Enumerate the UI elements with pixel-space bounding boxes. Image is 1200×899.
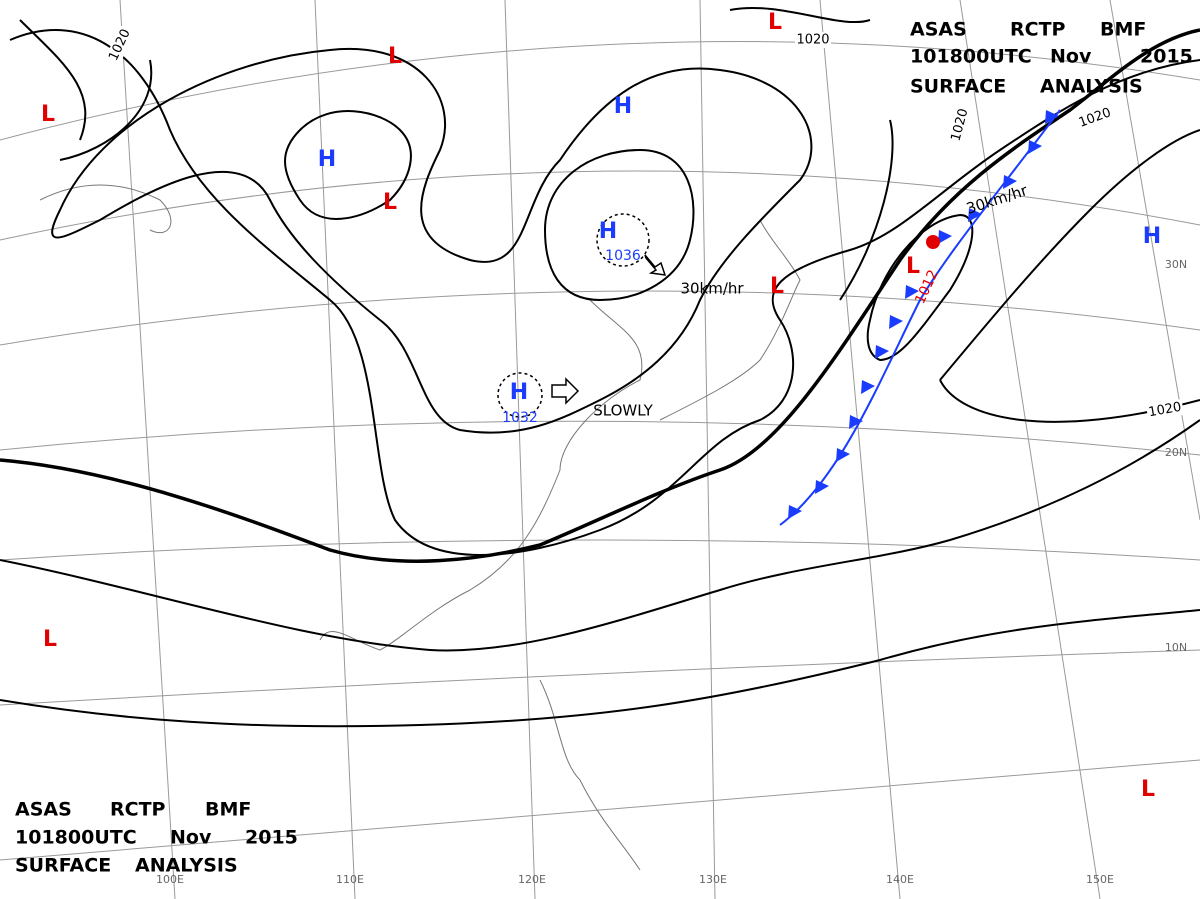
- front-triangle: [1003, 175, 1017, 189]
- header-word: 2015: [245, 827, 298, 849]
- longitude-label: 120E: [518, 873, 546, 886]
- motion-label: SLOWLY: [593, 402, 653, 420]
- low-center: L: [770, 274, 784, 299]
- front-triangle: [905, 285, 919, 299]
- motion-label: 30km/hr: [680, 280, 744, 298]
- isobar-label-bg: [105, 25, 135, 65]
- header-word: 2015: [1140, 46, 1193, 68]
- header-word: BMF: [1100, 19, 1146, 41]
- coastlines: [39, 184, 801, 871]
- center-rings: [497, 213, 667, 418]
- latitude-label: 10N: [1165, 641, 1187, 654]
- header-word: ASAS: [910, 19, 967, 41]
- high-center: H: [318, 147, 336, 172]
- front-triangle: [1028, 140, 1042, 154]
- low-center: L: [388, 44, 402, 69]
- center-pressure: 1032: [502, 410, 538, 426]
- low-center: L: [383, 190, 397, 215]
- high-center: H: [614, 94, 632, 119]
- longitude-label: 150E: [1086, 873, 1114, 886]
- header-word: 101800UTC: [910, 46, 1032, 68]
- isobar-label: 1020: [796, 33, 829, 48]
- front-triangle: [861, 380, 875, 394]
- front-triangle: [788, 505, 802, 519]
- latitude-label: 30N: [1165, 258, 1187, 271]
- low-center: L: [43, 627, 57, 652]
- low-center: L: [768, 10, 782, 35]
- isobar-label-bg: [795, 32, 831, 48]
- longitude-label: 130E: [699, 873, 727, 886]
- isobar-label: 1020: [1147, 400, 1182, 421]
- header-word: SURFACE: [910, 76, 1006, 98]
- isobar-label-bg: [1075, 104, 1115, 132]
- header-word: ANALYSIS: [1040, 76, 1143, 98]
- header-word: SURFACE: [15, 855, 111, 877]
- longitude-label: 110E: [336, 873, 364, 886]
- low-center: L: [906, 254, 920, 279]
- header-word: RCTP: [110, 799, 166, 821]
- front-triangle: [815, 480, 829, 494]
- low-center: L: [1141, 777, 1155, 802]
- header-word: 101800UTC: [15, 827, 137, 849]
- high-center: H: [510, 380, 528, 405]
- isobar-label-bg: [947, 105, 973, 145]
- latitude-label: 20N: [1165, 446, 1187, 459]
- high-center: H: [599, 219, 617, 244]
- longitude-label: 100E: [156, 873, 184, 886]
- front-triangle: [938, 230, 952, 244]
- isobar-label-bg: [1145, 398, 1185, 422]
- front-triangle: [836, 448, 850, 462]
- front-triangle: [968, 208, 982, 222]
- front-triangle: [875, 345, 889, 359]
- center-pressure: 1036: [605, 248, 641, 264]
- header-word: RCTP: [1010, 19, 1066, 41]
- header-word: ASAS: [15, 799, 72, 821]
- header-word: Nov: [1050, 46, 1092, 68]
- header-word: Nov: [170, 827, 212, 849]
- isobars: [0, 6, 1200, 728]
- front-triangle: [1045, 110, 1059, 124]
- front-triangle: [849, 415, 863, 429]
- header-word: BMF: [205, 799, 251, 821]
- high-center: H: [1143, 224, 1161, 249]
- longitude-label: 140E: [886, 873, 914, 886]
- header-word: ANALYSIS: [135, 855, 238, 877]
- cold-front: [779, 109, 1061, 526]
- front-triangle: [889, 315, 903, 329]
- low-center: L: [41, 102, 55, 127]
